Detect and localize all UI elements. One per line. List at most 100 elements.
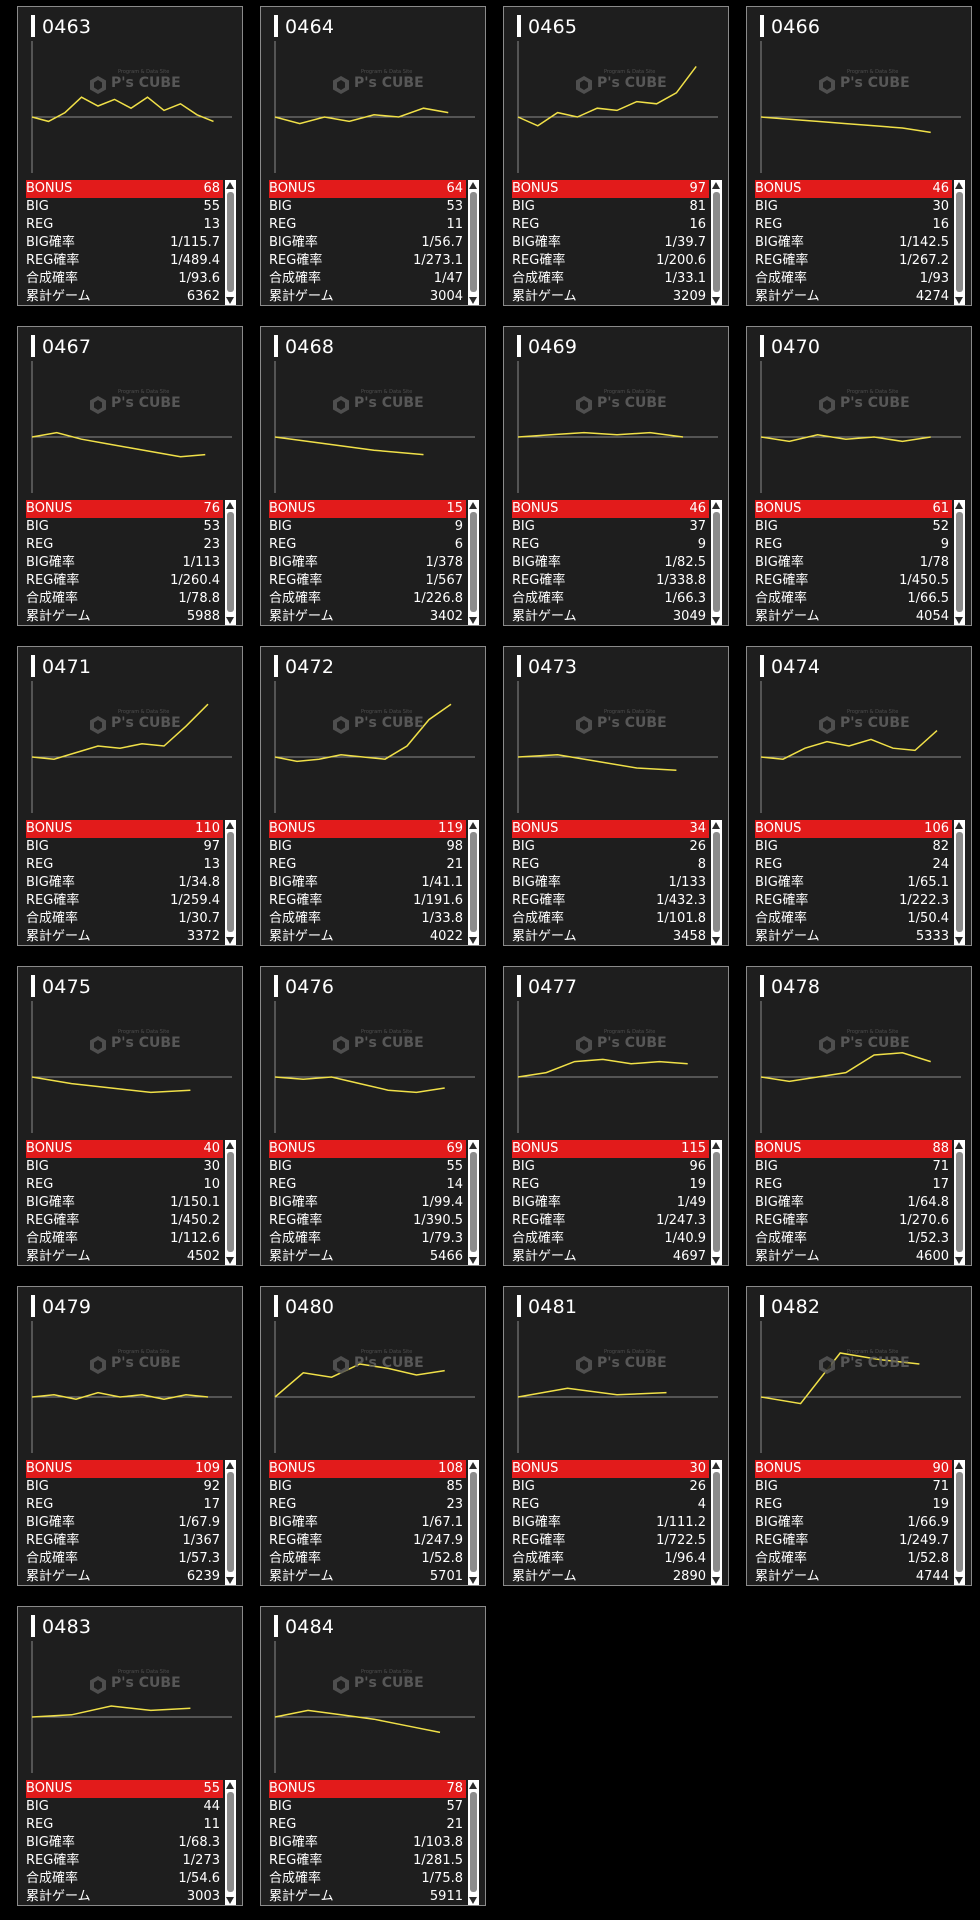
scroll-down-arrow-icon[interactable] <box>469 297 477 304</box>
machine-card[interactable]: 0464 Program & Data Site P's CUBE BONUS 64 BI… <box>260 6 486 306</box>
scroll-up-arrow-icon[interactable] <box>469 182 477 189</box>
scroll-up-arrow-icon[interactable] <box>955 1462 963 1469</box>
stats-scrollbar[interactable] <box>711 1460 722 1585</box>
machine-card[interactable]: 0471 Program & Data Site P's CUBE BONUS 110 B… <box>17 646 243 946</box>
scroll-down-arrow-icon[interactable] <box>469 1577 477 1584</box>
scroll-up-arrow-icon[interactable] <box>226 1462 234 1469</box>
stats-scrollbar[interactable] <box>711 1140 722 1265</box>
scroll-down-arrow-icon[interactable] <box>226 1897 234 1904</box>
scroll-thumb[interactable] <box>713 832 720 932</box>
machine-card[interactable]: 0484 Program & Data Site P's CUBE BONUS 78 BI… <box>260 1606 486 1906</box>
scroll-thumb[interactable] <box>470 1792 477 1892</box>
stats-scrollbar[interactable] <box>468 820 479 945</box>
scroll-up-arrow-icon[interactable] <box>226 1782 234 1789</box>
scroll-thumb[interactable] <box>956 512 963 612</box>
scroll-down-arrow-icon[interactable] <box>469 1897 477 1904</box>
scroll-down-arrow-icon[interactable] <box>712 1257 720 1264</box>
scroll-thumb[interactable] <box>227 1792 234 1892</box>
scroll-down-arrow-icon[interactable] <box>712 1577 720 1584</box>
scroll-down-arrow-icon[interactable] <box>712 297 720 304</box>
machine-card[interactable]: 0467 Program & Data Site P's CUBE BONUS 76 BI… <box>17 326 243 626</box>
scroll-up-arrow-icon[interactable] <box>226 182 234 189</box>
stats-scrollbar[interactable] <box>225 500 236 625</box>
scroll-thumb[interactable] <box>713 192 720 292</box>
stats-scrollbar[interactable] <box>225 1460 236 1585</box>
scroll-thumb[interactable] <box>227 1152 234 1252</box>
machine-card[interactable]: 0478 Program & Data Site P's CUBE BONUS 88 BI… <box>746 966 972 1266</box>
scroll-thumb[interactable] <box>956 832 963 932</box>
machine-card[interactable]: 0469 Program & Data Site P's CUBE BONUS 46 BI… <box>503 326 729 626</box>
machine-card[interactable]: 0483 Program & Data Site P's CUBE BONUS 55 BI… <box>17 1606 243 1906</box>
scroll-thumb[interactable] <box>227 512 234 612</box>
stats-scrollbar[interactable] <box>225 180 236 305</box>
machine-card[interactable]: 0474 Program & Data Site P's CUBE BONUS 106 B… <box>746 646 972 946</box>
stats-scrollbar[interactable] <box>711 820 722 945</box>
stats-scrollbar[interactable] <box>468 1140 479 1265</box>
scroll-up-arrow-icon[interactable] <box>712 822 720 829</box>
scroll-up-arrow-icon[interactable] <box>469 502 477 509</box>
scroll-up-arrow-icon[interactable] <box>955 822 963 829</box>
scroll-up-arrow-icon[interactable] <box>955 182 963 189</box>
machine-card[interactable]: 0476 Program & Data Site P's CUBE BONUS 69 BI… <box>260 966 486 1266</box>
scroll-down-arrow-icon[interactable] <box>226 937 234 944</box>
stats-scrollbar[interactable] <box>711 500 722 625</box>
machine-card[interactable]: 0477 Program & Data Site P's CUBE BONUS 115 B… <box>503 966 729 1266</box>
scroll-thumb[interactable] <box>227 1472 234 1572</box>
scroll-thumb[interactable] <box>956 192 963 292</box>
scroll-thumb[interactable] <box>470 512 477 612</box>
stats-scrollbar[interactable] <box>225 1140 236 1265</box>
scroll-up-arrow-icon[interactable] <box>712 1462 720 1469</box>
scroll-thumb[interactable] <box>470 1472 477 1572</box>
scroll-down-arrow-icon[interactable] <box>226 297 234 304</box>
scroll-down-arrow-icon[interactable] <box>469 617 477 624</box>
scroll-down-arrow-icon[interactable] <box>955 1257 963 1264</box>
stats-scrollbar[interactable] <box>468 1780 479 1905</box>
stats-scrollbar[interactable] <box>225 1780 236 1905</box>
machine-card[interactable]: 0480 Program & Data Site P's CUBE BONUS 108 B… <box>260 1286 486 1586</box>
stats-scrollbar[interactable] <box>954 1460 965 1585</box>
scroll-down-arrow-icon[interactable] <box>226 1257 234 1264</box>
stats-scrollbar[interactable] <box>954 180 965 305</box>
stats-scrollbar[interactable] <box>468 500 479 625</box>
scroll-thumb[interactable] <box>470 192 477 292</box>
scroll-up-arrow-icon[interactable] <box>712 182 720 189</box>
scroll-down-arrow-icon[interactable] <box>955 617 963 624</box>
scroll-thumb[interactable] <box>470 832 477 932</box>
scroll-up-arrow-icon[interactable] <box>226 502 234 509</box>
scroll-up-arrow-icon[interactable] <box>469 1462 477 1469</box>
scroll-up-arrow-icon[interactable] <box>955 1142 963 1149</box>
scroll-down-arrow-icon[interactable] <box>469 937 477 944</box>
scroll-up-arrow-icon[interactable] <box>712 1142 720 1149</box>
machine-card[interactable]: 0472 Program & Data Site P's CUBE BONUS 119 B… <box>260 646 486 946</box>
machine-card[interactable]: 0470 Program & Data Site P's CUBE BONUS 61 BI… <box>746 326 972 626</box>
scroll-up-arrow-icon[interactable] <box>469 1782 477 1789</box>
scroll-down-arrow-icon[interactable] <box>226 617 234 624</box>
stats-scrollbar[interactable] <box>954 500 965 625</box>
scroll-up-arrow-icon[interactable] <box>469 822 477 829</box>
machine-card[interactable]: 0479 Program & Data Site P's CUBE BONUS 109 B… <box>17 1286 243 1586</box>
machine-card[interactable]: 0468 Program & Data Site P's CUBE BONUS 15 BI… <box>260 326 486 626</box>
scroll-thumb[interactable] <box>956 1152 963 1252</box>
stats-scrollbar[interactable] <box>468 180 479 305</box>
machine-card[interactable]: 0465 Program & Data Site P's CUBE BONUS 97 BI… <box>503 6 729 306</box>
scroll-thumb[interactable] <box>713 512 720 612</box>
machine-card[interactable]: 0466 Program & Data Site P's CUBE BONUS 46 BI… <box>746 6 972 306</box>
scroll-down-arrow-icon[interactable] <box>955 937 963 944</box>
scroll-down-arrow-icon[interactable] <box>955 1577 963 1584</box>
scroll-thumb[interactable] <box>713 1472 720 1572</box>
scroll-up-arrow-icon[interactable] <box>469 1142 477 1149</box>
scroll-thumb[interactable] <box>227 192 234 292</box>
scroll-down-arrow-icon[interactable] <box>712 937 720 944</box>
stats-scrollbar[interactable] <box>468 1460 479 1585</box>
stats-scrollbar[interactable] <box>711 180 722 305</box>
scroll-thumb[interactable] <box>227 832 234 932</box>
scroll-down-arrow-icon[interactable] <box>469 1257 477 1264</box>
stats-scrollbar[interactable] <box>225 820 236 945</box>
machine-card[interactable]: 0475 Program & Data Site P's CUBE BONUS 40 BI… <box>17 966 243 1266</box>
scroll-thumb[interactable] <box>470 1152 477 1252</box>
scroll-up-arrow-icon[interactable] <box>712 502 720 509</box>
scroll-thumb[interactable] <box>956 1472 963 1572</box>
stats-scrollbar[interactable] <box>954 1140 965 1265</box>
stats-scrollbar[interactable] <box>954 820 965 945</box>
machine-card[interactable]: 0473 Program & Data Site P's CUBE BONUS 34 BI… <box>503 646 729 946</box>
